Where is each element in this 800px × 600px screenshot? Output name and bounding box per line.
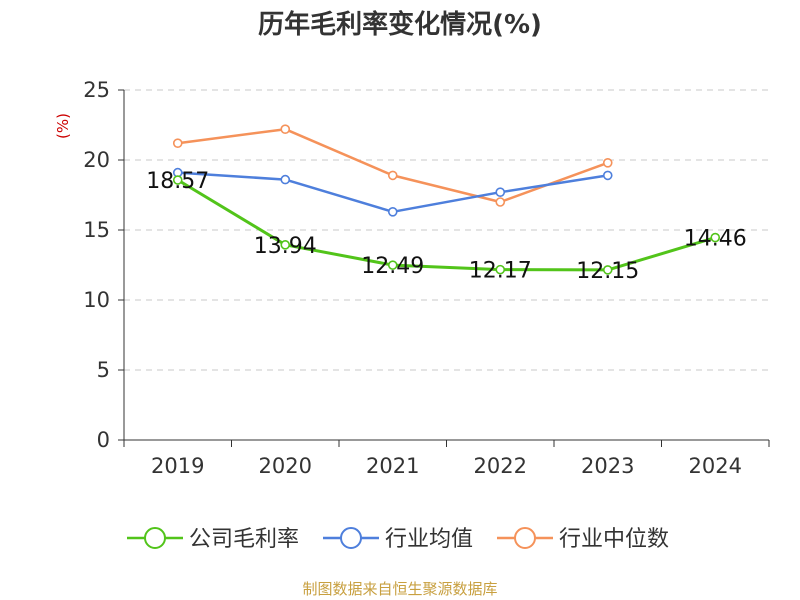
y-tick-label: 5 (97, 358, 110, 382)
data-point (387, 260, 398, 270)
legend-label: 公司毛利率 (189, 527, 299, 552)
data-label: 14.46 (684, 227, 747, 252)
legend-label: 行业中位数 (559, 527, 669, 552)
series-lines (172, 124, 721, 275)
legend-label: 行业均值 (385, 527, 473, 552)
data-label: 18.57 (146, 169, 209, 194)
legend-item: 公司毛利率 (127, 527, 299, 552)
legend-item: 行业均值 (323, 527, 473, 552)
data-point (280, 240, 291, 250)
legend-marker (144, 527, 166, 549)
y-tick-label: 25 (83, 78, 110, 102)
legend: 公司毛利率 行业均值 行业中位数 (127, 527, 669, 552)
legend-marker (514, 527, 536, 549)
data-point (602, 265, 613, 275)
data-point (602, 158, 613, 168)
x-tick-label: 2023 (581, 454, 634, 478)
y-tick-label: 20 (83, 148, 110, 172)
data-label: 12.49 (361, 254, 424, 279)
axes: 0 5 10 15 20 25 2019 2020 2021 2022 2023 2024 (83, 78, 770, 478)
source-note: 制图数据来自恒生聚源数据库 (302, 580, 497, 598)
series-line-1 (177, 178, 716, 272)
data-point (495, 264, 506, 275)
chart-title: 历年毛利率变化情况(%) (258, 9, 542, 40)
y-tick-label: 0 (97, 428, 110, 452)
x-tick-label: 2019 (151, 454, 204, 478)
data-label: 13.94 (254, 234, 317, 259)
gridlines (124, 89, 769, 371)
y-axis-unit: (%) (54, 113, 72, 139)
data-point (280, 124, 291, 134)
data-label: 12.15 (576, 259, 639, 284)
data-point (602, 170, 613, 181)
data-point (495, 197, 506, 207)
y-tick-label: 10 (83, 288, 110, 312)
data-point (387, 207, 398, 217)
data-labels: 18.57 13.94 12.49 12.17 12.15 14.46 (146, 169, 746, 284)
legend-item: 行业中位数 (497, 527, 669, 552)
x-tick-label: 2020 (259, 454, 312, 478)
data-label: 12.17 (469, 259, 532, 284)
series-line-3 (177, 127, 609, 204)
data-point (710, 232, 721, 243)
data-point (495, 187, 506, 197)
data-point (172, 175, 183, 185)
data-point (172, 138, 183, 148)
data-point (387, 170, 398, 181)
y-tick-label: 15 (83, 218, 110, 242)
x-tick-label: 2022 (474, 454, 527, 478)
x-tick-label: 2021 (366, 454, 419, 478)
x-tick-label: 2024 (689, 454, 742, 478)
data-point (280, 174, 291, 185)
legend-marker (340, 527, 362, 549)
